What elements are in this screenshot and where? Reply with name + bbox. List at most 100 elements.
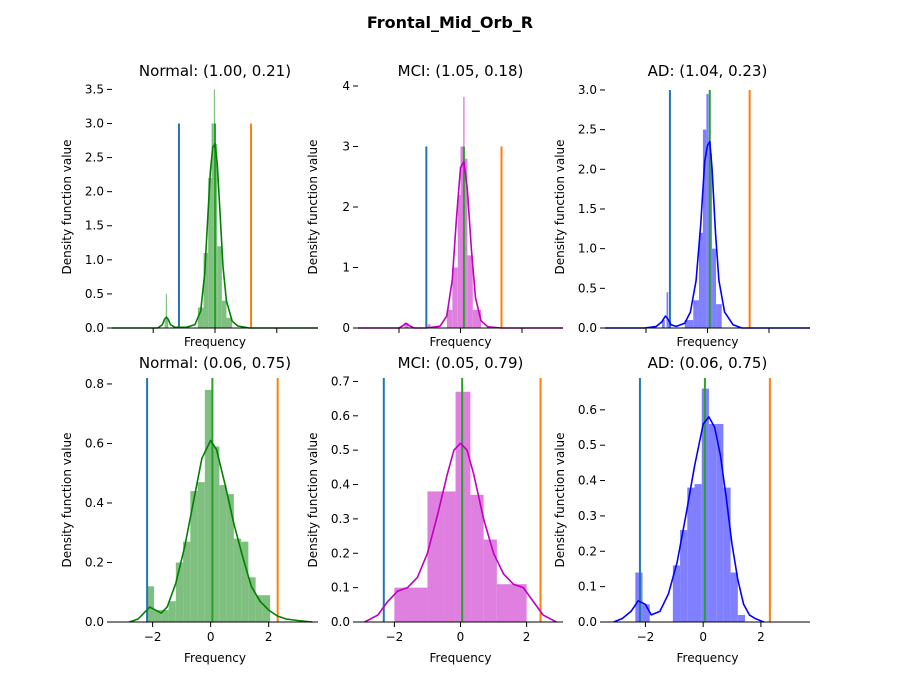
kde-curve xyxy=(129,439,313,623)
y-axis-label: Density function value xyxy=(60,432,74,567)
hist-bar xyxy=(248,577,256,622)
x-axis-label: Frequency xyxy=(430,651,492,665)
y-tick-label: 0.0 xyxy=(85,615,104,629)
y-tick-label: 0.2 xyxy=(331,546,350,560)
hist-bar xyxy=(241,541,249,622)
y-tick-label: 0.4 xyxy=(85,496,104,510)
y-axis-label: Density function value xyxy=(306,139,320,274)
y-axis-label: Density function value xyxy=(553,432,567,567)
hist-bar xyxy=(687,487,695,622)
y-tick-label: 0.5 xyxy=(85,287,104,301)
subplot-title: Normal: (0.06, 0.75) xyxy=(139,354,291,372)
hist-bar xyxy=(190,491,198,622)
hist-bar xyxy=(716,304,722,328)
kde-curve xyxy=(112,143,318,329)
y-tick-label: 0.6 xyxy=(85,436,104,450)
kde-curve xyxy=(605,140,810,329)
y-tick-label: 0.3 xyxy=(331,512,350,526)
y-tick-label: 0.5 xyxy=(578,438,597,452)
x-tick-label: 2 xyxy=(757,630,765,644)
hist-bar xyxy=(204,389,213,622)
figure-suptitle: Frontal_Mid_Orb_R xyxy=(367,13,533,32)
hist-bar xyxy=(226,317,233,328)
subplot-3: 0.0 0.5 1.0 1.5 2.0 2.5 3.0 AD: (1.04, 0.23) Fre… xyxy=(553,62,810,349)
subplot-grid: 0.0 0.5 1.0 1.5 2.0 2.5 3.0 3.5 Normal: (1.00, 0… xyxy=(60,62,810,665)
subplot-title: AD: (0.06, 0.75) xyxy=(648,354,768,372)
hist-bar xyxy=(470,494,484,622)
hist-bar xyxy=(661,320,665,328)
y-tick-label: 0.0 xyxy=(331,615,350,629)
hist-bar xyxy=(394,587,428,622)
hist-bar xyxy=(496,584,527,622)
y-tick-label: 0.8 xyxy=(85,377,104,391)
hist-bar xyxy=(708,423,717,622)
subplot-title: MCI: (1.05, 0.18) xyxy=(398,62,524,80)
y-tick-label: 3 xyxy=(342,140,350,154)
y-tick-label: 2.0 xyxy=(85,185,104,199)
hist-bar xyxy=(446,309,453,328)
hist-bar xyxy=(712,248,717,328)
hist-bar xyxy=(219,485,227,622)
hist-bar xyxy=(680,530,688,622)
y-tick-label: 2 xyxy=(342,200,350,214)
hist-bar xyxy=(168,601,176,622)
hist-bar xyxy=(203,253,209,328)
hist-bar xyxy=(161,610,169,622)
y-axis-label: Density function value xyxy=(306,432,320,567)
x-tick-label: 0 xyxy=(699,630,707,644)
hist-bar xyxy=(642,604,650,622)
hist-bar xyxy=(221,300,227,328)
hist-bar xyxy=(166,317,169,328)
hist-bar xyxy=(452,267,458,328)
hist-bar xyxy=(483,539,497,622)
hist-bar xyxy=(635,572,643,622)
x-axis-label: Frequency xyxy=(677,651,739,665)
hist-bar xyxy=(467,255,473,328)
y-tick-label: 0.2 xyxy=(85,555,104,569)
y-tick-label: 0.1 xyxy=(578,580,597,594)
x-tick-label: 2 xyxy=(523,630,531,644)
subplot-title: MCI: (0.05, 0.79) xyxy=(398,354,524,372)
kde-curve xyxy=(358,160,563,329)
y-tick-label: 1.0 xyxy=(85,253,104,267)
y-tick-label: 2.0 xyxy=(578,162,597,176)
y-tick-label: 0.1 xyxy=(331,581,350,595)
hist-bar xyxy=(457,194,461,328)
hist-bar xyxy=(146,586,155,622)
hist-bar xyxy=(706,93,709,329)
hist-bar xyxy=(211,123,214,329)
y-tick-label: 0 xyxy=(342,321,350,335)
y-tick-label: 1.5 xyxy=(85,219,104,233)
y-tick-label: 2.5 xyxy=(578,123,597,137)
y-tick-label: 0.4 xyxy=(578,474,597,488)
x-tick-label: −2 xyxy=(386,630,404,644)
subplot-5: 0.0 0.1 0.2 0.3 0.4 0.5 0.6 0.7 −2 0 2 MCI: (0.05, … xyxy=(306,354,563,665)
hist-bar xyxy=(464,158,468,328)
hist-bar xyxy=(154,610,162,622)
y-tick-label: 0.0 xyxy=(578,321,597,335)
y-tick-label: 1.5 xyxy=(578,202,597,216)
y-tick-label: 1 xyxy=(342,261,350,275)
y-tick-label: 0.5 xyxy=(578,281,597,295)
hist-bar xyxy=(183,541,191,622)
hist-bar xyxy=(165,293,167,328)
hist-bar xyxy=(672,565,681,622)
x-axis-label: Frequency xyxy=(677,335,739,349)
hist-bar xyxy=(472,309,481,328)
subplot-6: 0.0 0.1 0.2 0.3 0.4 0.5 0.6 −2 0 2 AD: (0.06, 0.75… xyxy=(553,354,810,665)
x-tick-label: −2 xyxy=(637,630,655,644)
hist-bar xyxy=(684,320,694,328)
x-tick-label: 0 xyxy=(457,630,465,644)
hist-bar xyxy=(255,595,263,622)
hist-bar xyxy=(164,317,166,328)
hist-bar xyxy=(702,129,707,328)
y-tick-label: 0.5 xyxy=(331,443,350,457)
subplot-2: 0 1 2 3 4 MCI: (1.05, 0.18) Frequency Density f… xyxy=(306,62,563,349)
hist-bar xyxy=(208,178,212,328)
y-tick-label: 2.5 xyxy=(85,151,104,165)
hist-bar xyxy=(460,146,464,328)
hist-bar xyxy=(175,562,184,622)
x-axis-label: Frequency xyxy=(184,651,246,665)
hist-bar xyxy=(226,494,234,622)
